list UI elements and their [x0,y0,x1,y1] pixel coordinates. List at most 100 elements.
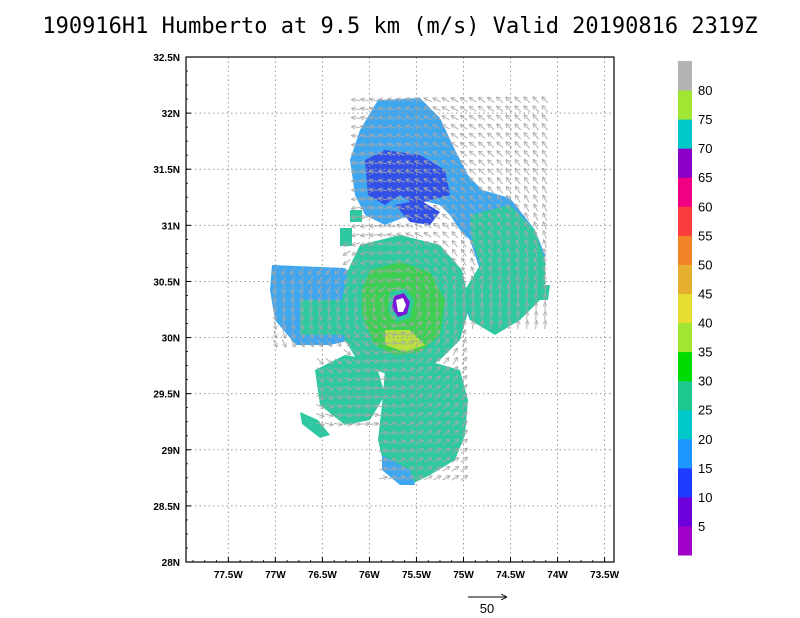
wind-vector [397,216,405,218]
wind-vector [433,125,441,130]
wind-vector [433,422,441,427]
wind-vector [479,205,485,212]
wind-vector [434,179,441,184]
wind-vector [452,339,457,347]
wind-vector [274,276,276,284]
wind-vector [543,204,548,212]
y-tick-label: 30.5N [153,277,180,288]
wind-vector [544,276,545,285]
wind-vector [346,294,348,302]
wind-vector [397,396,405,398]
wind-vector [461,367,467,374]
wind-vector [524,97,531,104]
wind-vector [344,267,351,273]
wind-vector [525,187,530,194]
wind-vector [443,340,448,347]
wind-vector [334,367,342,372]
wind-vector [470,205,477,212]
wind-vector [308,339,313,347]
wind-vector [473,294,474,303]
wind-vector [479,151,486,157]
wind-vector [301,311,302,320]
wind-vector [470,143,477,148]
wind-vector [292,293,293,302]
wind-vector [517,249,520,257]
wind-vector [388,324,396,326]
wind-vector [424,98,432,103]
wind-vector [461,98,468,103]
wind-vector [434,259,440,266]
wind-vector [488,115,495,121]
wind-vector [387,369,396,370]
wind-vector [445,312,446,321]
wind-vector [433,404,441,409]
wind-vector [406,359,413,364]
wind-vector [415,395,422,400]
wind-vector [352,340,359,346]
wind-vector [424,431,431,436]
wind-vector [406,477,413,480]
wind-vector [387,378,396,379]
wind-vector [444,259,449,266]
wind-vector [327,276,332,284]
wind-vector [433,143,441,148]
wind-vector [316,405,323,408]
wind-vector [415,404,422,409]
wind-vector [361,136,370,137]
wind-vector [499,321,500,330]
wind-vector [490,258,493,266]
wind-vector [424,179,432,184]
field-fragment [340,228,352,246]
wind-vector [406,405,413,408]
wind-vector [336,285,340,292]
wind-vector [452,107,459,112]
wind-vector [434,170,441,175]
colorbar-swatch [678,525,692,556]
wind-vector [343,241,351,245]
wind-vector [461,358,466,365]
wind-vector [388,253,397,254]
wind-vector [379,262,388,263]
wind-vector [470,160,477,166]
wind-vector [425,233,432,238]
field-dark-blue-patch-2 [395,200,440,225]
wind-vector [415,368,423,373]
y-tick-label: 31N [162,221,180,232]
wind-vector [388,126,396,128]
wind-vector [497,178,503,185]
y-tick-label: 30N [162,334,180,345]
x-tick-label: 75W [453,570,474,581]
wind-vector [397,378,405,380]
wind-vector [534,213,539,221]
wind-vector [406,108,414,111]
wind-vector [525,169,530,176]
wind-vector [425,251,432,256]
wind-vector [452,214,459,221]
wind-vector [292,276,295,283]
wind-vector [424,404,432,409]
wind-vector [543,151,548,158]
wind-vector [397,441,405,443]
wind-vector [406,341,413,346]
wind-vector [388,477,396,479]
wind-vector [471,249,476,257]
wind-vector [534,169,539,176]
wind-vector [360,378,369,379]
wind-vector [352,109,361,110]
wind-vector [435,277,440,284]
wind-vector [424,358,431,364]
wind-vector [443,98,450,103]
wind-vector [460,430,467,436]
wind-vector [452,134,459,139]
wind-vector [370,261,378,263]
wind-vector [378,450,387,452]
wind-vector [343,387,351,389]
wind-vector [434,232,441,238]
wind-vector [308,330,312,337]
wind-vector [544,258,546,266]
wind-vector [406,99,414,102]
wind-vector [388,171,396,173]
wind-vector [415,476,422,480]
wind-vector [406,117,414,120]
wind-vector [406,162,414,165]
